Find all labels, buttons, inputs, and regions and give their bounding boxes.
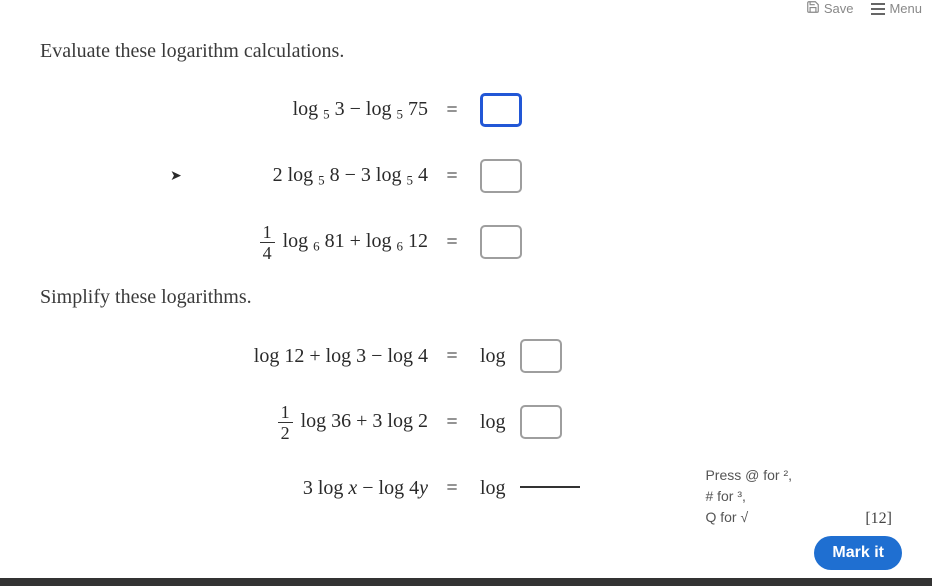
answer-input[interactable] xyxy=(520,405,562,439)
answer-input-fraction[interactable] xyxy=(520,486,580,490)
section2-instruction: Simplify these logarithms. xyxy=(40,286,892,309)
marks-total: [12] xyxy=(865,510,892,528)
equals-sign: = xyxy=(440,165,464,188)
save-label: Save xyxy=(824,1,854,16)
log-prefix: log xyxy=(480,411,512,434)
answer-cell xyxy=(464,93,522,127)
expression: 3 log x − log 4y xyxy=(100,477,440,500)
cursor-icon: ➤ xyxy=(170,168,182,185)
problem-row: 12 log 36 + 3 log 2 = log xyxy=(100,400,892,444)
expression: log 12 + log 3 − log 4 xyxy=(100,345,440,368)
problem-row: log 12 + log 3 − log 4 = log xyxy=(100,334,892,378)
log-prefix: log xyxy=(480,477,512,500)
answer-cell: log xyxy=(464,339,562,373)
answer-cell: log xyxy=(464,405,562,439)
expression: 14 log 6 81 + log 6 12 xyxy=(100,223,440,262)
hint-line: Press @ for ², xyxy=(705,465,792,486)
hint-line: Q for √ xyxy=(705,507,792,528)
topbar: Save Menu xyxy=(806,0,922,17)
bottom-border xyxy=(0,578,932,586)
expression: 2 log 5 8 − 3 log 5 4 xyxy=(100,164,440,188)
answer-cell xyxy=(464,159,522,193)
problem-row: 14 log 6 81 + log 6 12 = xyxy=(100,220,892,264)
section1-instruction: Evaluate these logarithm calculations. xyxy=(40,40,892,63)
input-hint: Press @ for ², # for ³, Q for √ xyxy=(705,465,792,528)
answer-input[interactable] xyxy=(520,339,562,373)
answer-input[interactable] xyxy=(480,159,522,193)
answer-input[interactable] xyxy=(480,93,522,127)
equals-sign: = xyxy=(440,411,464,434)
answer-cell: log xyxy=(464,477,580,500)
answer-input[interactable] xyxy=(480,225,522,259)
worksheet-page: Save Menu Evaluate these logarithm calcu… xyxy=(0,0,932,586)
menu-button[interactable]: Menu xyxy=(871,1,922,16)
log-prefix: log xyxy=(480,345,512,368)
equals-sign: = xyxy=(440,477,464,500)
problem-row: 2 log 5 8 − 3 log 5 4 = xyxy=(100,154,892,198)
answer-cell xyxy=(464,225,522,259)
menu-icon xyxy=(871,3,885,15)
menu-label: Menu xyxy=(889,1,922,16)
mark-it-button[interactable]: Mark it xyxy=(814,536,902,570)
hint-line: # for ³, xyxy=(705,486,792,507)
section1-problems: log 5 3 − log 5 75 = 2 log 5 8 − 3 log 5… xyxy=(100,88,892,264)
save-button[interactable]: Save xyxy=(806,0,854,17)
expression: log 5 3 − log 5 75 xyxy=(100,98,440,122)
equals-sign: = xyxy=(440,345,464,368)
expression: 12 log 36 + 3 log 2 xyxy=(100,403,440,442)
equals-sign: = xyxy=(440,99,464,122)
save-icon xyxy=(806,0,820,17)
problem-row: log 5 3 − log 5 75 = xyxy=(100,88,892,132)
equals-sign: = xyxy=(440,231,464,254)
